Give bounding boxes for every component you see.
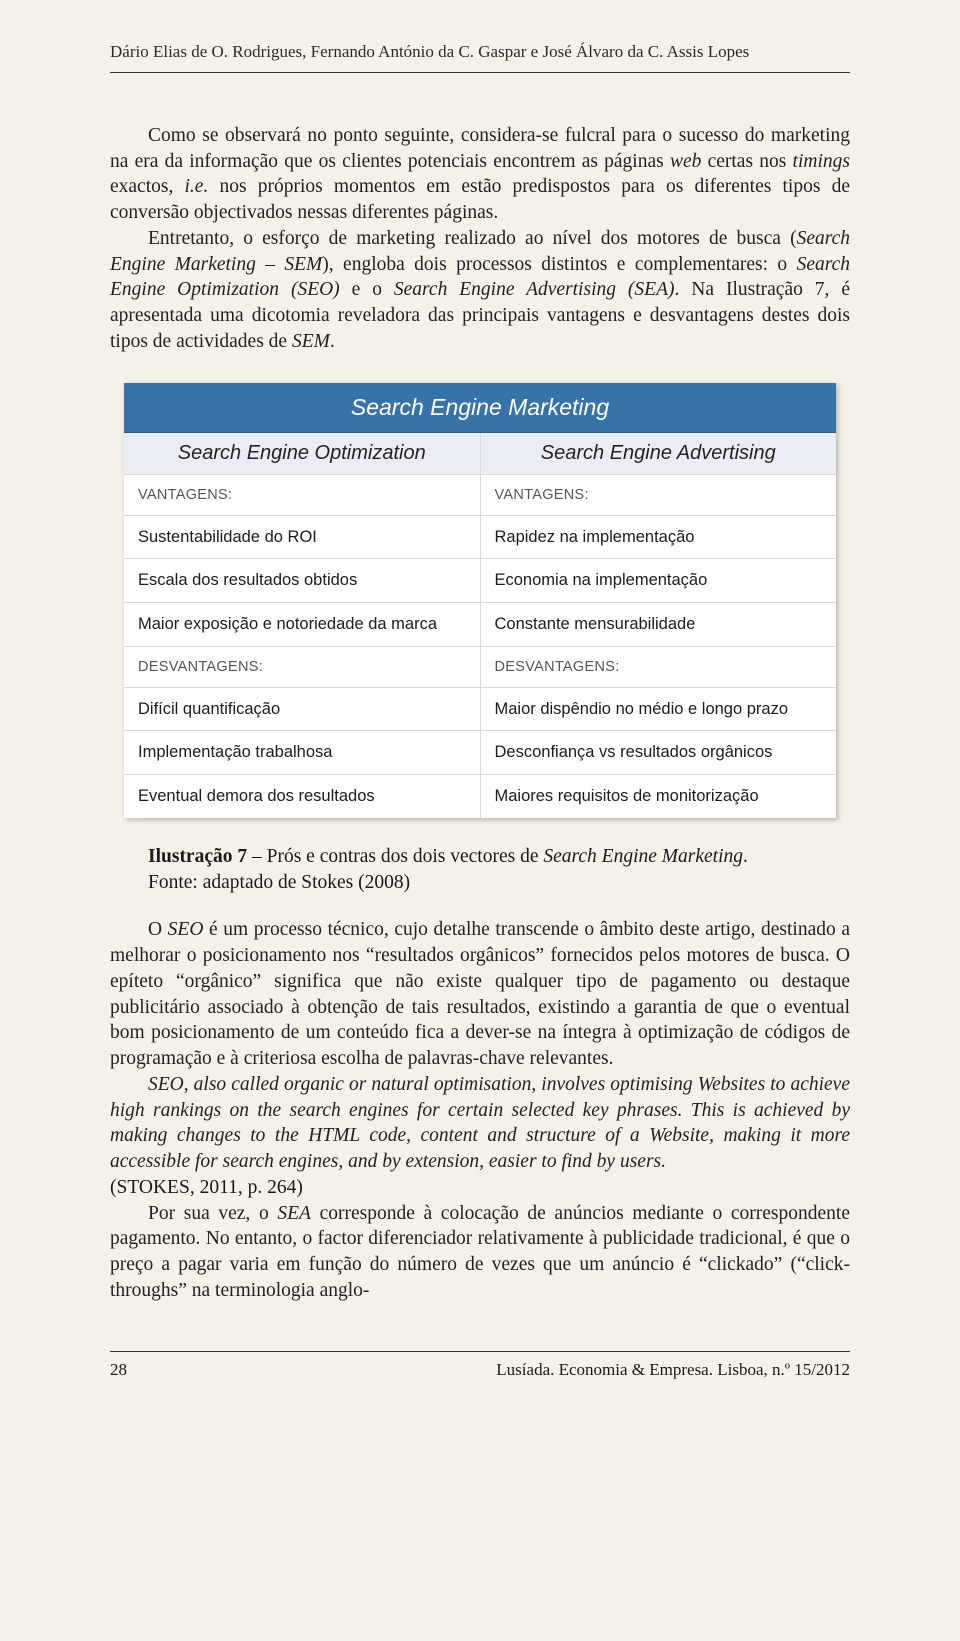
text: exactos, [110, 176, 185, 197]
paragraph-2: Entretanto, o esforço de marketing reali… [110, 226, 850, 355]
text-italic: SEO [168, 919, 204, 940]
text: Entretanto, o esforço de marketing reali… [148, 228, 797, 249]
table-row: Maior exposição e notoriedade da marca [124, 603, 480, 647]
journal-ref: Lusíada. Economia & Empresa. Lisboa, n.º… [496, 1360, 850, 1380]
table-row: Sustentabilidade do ROI [124, 516, 480, 560]
caption-label: Ilustração 7 [148, 846, 247, 867]
table-row: Constante mensurabilidade [481, 603, 837, 647]
table-row: Implementação trabalhosa [124, 731, 480, 775]
block-quote: SEO, also called organic or natural opti… [110, 1072, 850, 1175]
text-italic: web [670, 151, 701, 172]
table-row: Difícil quantificação [124, 688, 480, 732]
text: O [148, 919, 168, 940]
table-row: Rapidez na implementação [481, 516, 837, 560]
caption-text: – Prós e contras dos dois vectores de [247, 846, 543, 867]
sem-col-head-seo: Search Engine Optimization [124, 433, 480, 475]
text: certas nos [701, 151, 792, 172]
paragraph-3: O SEO é um processo técnico, cujo detalh… [110, 917, 850, 1071]
text: e o [340, 279, 394, 300]
table-row: VANTAGENS: [124, 475, 480, 516]
text-italic: SEA [277, 1203, 311, 1224]
text: ), engloba dois processos distintos e co… [322, 254, 796, 275]
text-italic: Search Engine Advertising (SEA) [394, 279, 675, 300]
text: é um processo técnico, cujo detalhe tran… [110, 919, 850, 1069]
paragraph-1: Como se observará no ponto seguinte, con… [110, 123, 850, 226]
caption-text: . [743, 846, 748, 867]
table-row: Economia na implementação [481, 559, 837, 603]
paragraph-4: Por sua vez, o SEA corresponde à colocaç… [110, 1201, 850, 1304]
page-number: 28 [110, 1360, 127, 1380]
table-row: Eventual demora dos resultados [124, 775, 480, 818]
table-row: DESVANTAGENS: [124, 647, 480, 688]
text: . [330, 331, 335, 352]
table-row: Maiores requisitos de monitorização [481, 775, 837, 818]
sem-table: Search Engine Marketing Search Engine Op… [124, 383, 836, 818]
figure-caption: Ilustração 7 – Prós e contras dos dois v… [110, 844, 850, 870]
table-row: Desconfiança vs resultados orgânicos [481, 731, 837, 775]
text: Por sua vez, o [148, 1203, 277, 1224]
text: nos próprios momentos em estão predispos… [110, 176, 850, 223]
table-row: Escala dos resultados obtidos [124, 559, 480, 603]
running-head: Dário Elias de O. Rodrigues, Fernando An… [110, 42, 850, 62]
sem-col-head-sea: Search Engine Advertising [481, 433, 837, 475]
sem-col-sea: Search Engine Advertising VANTAGENS: Rap… [480, 433, 837, 818]
table-row: DESVANTAGENS: [481, 647, 837, 688]
table-row: VANTAGENS: [481, 475, 837, 516]
quote-citation: (STOKES, 2011, p. 264) [110, 1175, 850, 1201]
caption-italic: Search Engine Marketing [543, 846, 743, 867]
sem-col-seo: Search Engine Optimization VANTAGENS: Su… [124, 433, 480, 818]
table-row: Maior dispêndio no médio e longo prazo [481, 688, 837, 732]
text-italic: SEM [292, 331, 330, 352]
text-italic: i.e. [185, 176, 209, 197]
figure-source: Fonte: adaptado de Stokes (2008) [110, 870, 850, 896]
page-footer: 28 Lusíada. Economia & Empresa. Lisboa, … [110, 1351, 850, 1380]
text-italic: timings [793, 151, 850, 172]
header-rule [110, 72, 850, 73]
sem-table-title: Search Engine Marketing [124, 383, 836, 433]
